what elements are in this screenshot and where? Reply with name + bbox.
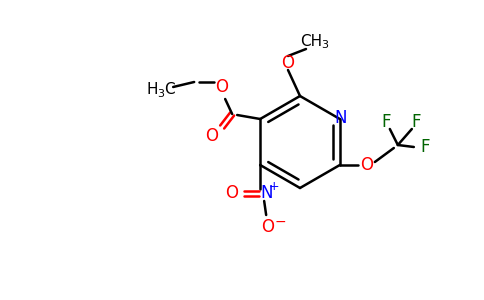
Text: N: N <box>334 109 347 127</box>
Text: O: O <box>282 54 294 72</box>
Text: O: O <box>261 218 273 236</box>
Text: −: − <box>274 215 286 229</box>
Text: CH: CH <box>300 34 322 49</box>
Text: 3: 3 <box>158 89 165 99</box>
Text: 3: 3 <box>321 40 329 50</box>
Text: F: F <box>381 113 391 131</box>
Text: +: + <box>269 179 279 193</box>
Text: C: C <box>164 82 174 98</box>
Text: O: O <box>225 184 238 202</box>
Text: O: O <box>360 156 373 174</box>
Text: F: F <box>420 138 430 156</box>
Text: O: O <box>215 78 227 96</box>
Text: O: O <box>205 127 218 145</box>
Text: F: F <box>411 113 421 131</box>
Text: N: N <box>260 184 272 202</box>
Text: H: H <box>147 82 158 98</box>
